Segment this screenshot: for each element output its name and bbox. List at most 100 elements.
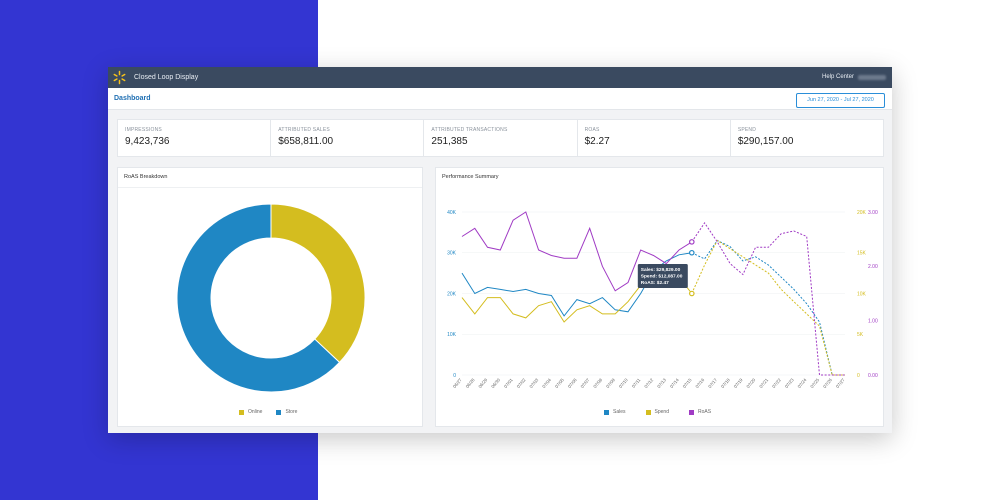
x-tick: 07/03 [528, 377, 539, 389]
x-tick: 07/17 [707, 377, 718, 389]
x-tick: 07/20 [745, 377, 756, 389]
roas-donut-chart [176, 203, 366, 393]
kpi-value: 9,423,736 [125, 136, 170, 147]
x-tick: 07/05 [554, 377, 565, 389]
y-tick-right-roas: 2.00 [868, 264, 878, 270]
x-tick: 07/12 [643, 377, 654, 389]
x-tick: 07/22 [771, 377, 782, 389]
x-tick: 07/27 [835, 377, 846, 389]
series-line-projected-spend [691, 239, 845, 376]
legend-item-sales[interactable]: Sales [604, 409, 626, 415]
kpi-roas: ROAS $2.27 [578, 120, 731, 156]
tooltip-line: Sales: $29,829.00 [641, 267, 681, 273]
hover-point-roas [689, 239, 695, 245]
y-tick-right-roas: 0.00 [868, 373, 878, 379]
kpi-value: $290,157.00 [737, 136, 794, 147]
date-range-button[interactable]: Jun 27, 2020 - Jul 27, 2020 [796, 93, 885, 108]
legend-item-online[interactable]: Online [239, 409, 262, 415]
kpi-label: ATTRIBUTED SALES [278, 127, 330, 133]
divider [118, 187, 422, 188]
y-tick-left: 20K [447, 291, 457, 297]
app-title: Closed Loop Display [134, 74, 199, 81]
legend-swatch [688, 409, 694, 415]
y-tick-right-spend: 5K [857, 332, 864, 338]
kpi-impressions: IMPRESSIONS 9,423,736 [118, 120, 272, 156]
legend-label: Store [285, 409, 298, 415]
performance-legend: Sales Spend RoAS [604, 409, 711, 415]
kpi-row: IMPRESSIONS 9,423,736 ATTRIBUTED SALES $… [117, 119, 884, 157]
y-tick-right-spend: 15K [857, 251, 867, 257]
tooltip-line: RoAS: $2.47 [641, 280, 669, 286]
x-tick: 07/07 [580, 377, 591, 389]
x-tick: 07/23 [784, 377, 795, 389]
x-tick: 07/24 [797, 377, 808, 389]
y-tick-left: 0 [453, 373, 456, 379]
kpi-attributed-sales: ATTRIBUTED SALES $658,811.00 [271, 120, 425, 156]
hover-point-sales [689, 249, 695, 256]
x-tick: 07/10 [618, 377, 629, 389]
performance-line-chart: 0 10K 20K 30K 40K 0 5K 10K 15K 20K 0.00 1.00 2.00 3.0… [447, 210, 878, 389]
dashboard-tab[interactable]: Dashboard [114, 95, 151, 102]
x-tick: 07/21 [758, 377, 769, 389]
x-tick: 07/26 [822, 377, 833, 389]
legend-item-roas[interactable]: RoAS [688, 409, 712, 415]
performance-summary-card: Performance Summary 0 10K 20K 30K 40K 0 5K 10K 1… [435, 167, 884, 427]
legend-swatch [276, 409, 282, 415]
donut-slice-store [176, 203, 341, 393]
spark-logo-icon[interactable] [112, 70, 127, 85]
kpi-attributed-transactions: ATTRIBUTED TRANSACTIONS 251,385 [424, 120, 578, 156]
x-tick: 07/02 [516, 377, 527, 389]
kpi-label: ATTRIBUTED TRANSACTIONS [431, 127, 508, 133]
x-tick: 06/28 [465, 377, 476, 389]
tooltip-box [637, 264, 688, 288]
kpi-value: 251,385 [431, 136, 468, 147]
series-line-projected-sales [691, 239, 845, 376]
y-tick-right-roas: 3.00 [868, 210, 878, 216]
series-line-projected-roas [691, 222, 845, 376]
x-tick: 06/27 [452, 377, 463, 389]
y-tick-right-roas: 1.00 [868, 318, 878, 324]
kpi-label: IMPRESSIONS [125, 127, 162, 133]
legend-label: Sales [613, 409, 626, 415]
y-tick-right-spend: 10K [857, 291, 867, 297]
y-tick-right-spend: 20K [857, 210, 867, 216]
legend-swatch [645, 409, 651, 415]
legend-label: RoAS [697, 409, 712, 415]
x-tick: 07/04 [541, 377, 552, 389]
x-tick: 07/06 [567, 377, 578, 389]
legend-label: Online [248, 409, 263, 415]
sub-header: Dashboard Jun 27, 2020 - Jul 27, 2020 [108, 88, 892, 110]
y-tick-left: 30K [447, 251, 457, 257]
x-tick: 07/16 [694, 377, 705, 389]
tooltip-line: Spend: $12,087.00 [641, 274, 683, 280]
x-tick: 07/01 [503, 377, 514, 389]
y-tick-left: 40K [447, 210, 457, 216]
x-tick: 07/09 [605, 377, 616, 389]
help-center-link[interactable]: Help Center [821, 74, 854, 80]
legend-swatch [604, 409, 609, 415]
x-tick: 07/08 [592, 377, 603, 389]
x-tick: 07/11 [631, 377, 642, 389]
legend-swatch [239, 409, 244, 415]
x-tick: 07/15 [682, 377, 693, 389]
kpi-label: ROAS [584, 127, 600, 133]
card-title: Performance Summary [442, 174, 499, 180]
kpi-value: $658,811.00 [278, 136, 334, 147]
x-tick: 06/29 [477, 377, 488, 389]
y-tick-left: 10K [447, 332, 457, 338]
x-tick: 07/13 [656, 377, 667, 389]
x-tick: 07/19 [733, 377, 744, 389]
x-tick: 07/14 [669, 377, 680, 389]
app-window: Closed Loop Display Help Center Dashboar… [108, 67, 892, 433]
donut-slice-online [270, 203, 366, 364]
legend-item-spend[interactable]: Spend [645, 409, 669, 415]
card-title: RoAS Breakdown [124, 174, 168, 180]
roas-breakdown-card: RoAS Breakdown Online Store [117, 167, 423, 427]
x-tick: 06/30 [490, 377, 501, 389]
legend-label: Spend [654, 409, 669, 415]
user-menu[interactable] [858, 75, 886, 80]
legend-item-store[interactable]: Store [276, 409, 297, 415]
kpi-spend: SPEND $290,157.00 [731, 120, 883, 156]
